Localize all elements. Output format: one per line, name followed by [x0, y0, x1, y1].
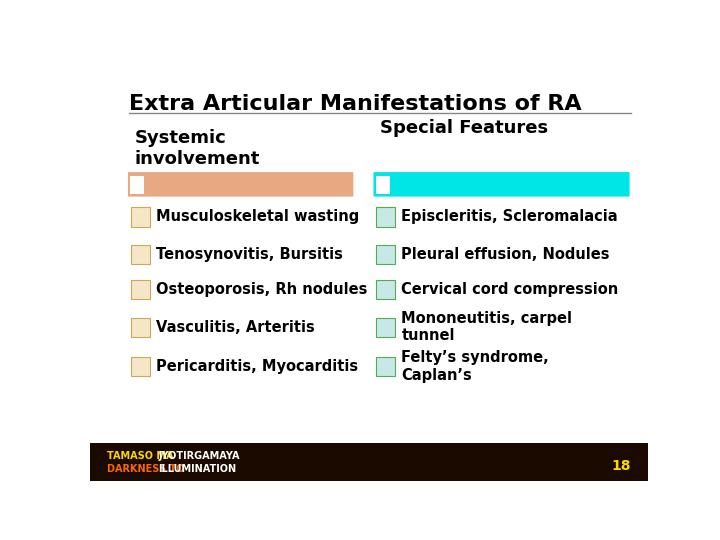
FancyBboxPatch shape	[377, 207, 395, 227]
Text: Musculoskeletal wasting: Musculoskeletal wasting	[156, 210, 359, 225]
FancyBboxPatch shape	[376, 176, 390, 194]
Text: Mononeutitis, carpel
tunnel: Mononeutitis, carpel tunnel	[401, 311, 572, 343]
Text: Cervical cord compression: Cervical cord compression	[401, 282, 618, 297]
FancyBboxPatch shape	[131, 357, 150, 376]
Text: Special Features: Special Features	[380, 119, 549, 137]
FancyBboxPatch shape	[90, 443, 648, 481]
Text: Osteoporosis, Rh nodules: Osteoporosis, Rh nodules	[156, 282, 367, 297]
Text: Episcleritis, Scleromalacia: Episcleritis, Scleromalacia	[401, 210, 618, 225]
FancyBboxPatch shape	[131, 318, 150, 337]
FancyBboxPatch shape	[377, 245, 395, 264]
FancyBboxPatch shape	[377, 357, 395, 376]
FancyBboxPatch shape	[131, 280, 150, 299]
FancyBboxPatch shape	[130, 176, 143, 194]
FancyBboxPatch shape	[374, 172, 629, 197]
Text: ILLUMINATION: ILLUMINATION	[158, 464, 236, 474]
Text: 18: 18	[612, 459, 631, 473]
FancyBboxPatch shape	[131, 207, 150, 227]
FancyBboxPatch shape	[128, 172, 354, 197]
Text: Pleural effusion, Nodules: Pleural effusion, Nodules	[401, 247, 610, 262]
Text: Tenosynovitis, Bursitis: Tenosynovitis, Bursitis	[156, 247, 343, 262]
Text: DARKNESS TO: DARKNESS TO	[107, 464, 184, 474]
Text: TAMASO MA: TAMASO MA	[107, 451, 174, 461]
Text: Pericarditis, Myocarditis: Pericarditis, Myocarditis	[156, 359, 358, 374]
Text: JYOTIRGAMAYA: JYOTIRGAMAYA	[158, 451, 240, 461]
FancyBboxPatch shape	[377, 280, 395, 299]
FancyBboxPatch shape	[131, 245, 150, 264]
Text: Extra Articular Manifestations of RA: Extra Articular Manifestations of RA	[129, 94, 582, 114]
Text: Systemic
involvement: Systemic involvement	[135, 129, 260, 168]
Text: Felty’s syndrome,
Caplan’s: Felty’s syndrome, Caplan’s	[401, 350, 549, 383]
Text: Vasculitis, Arteritis: Vasculitis, Arteritis	[156, 320, 315, 335]
FancyBboxPatch shape	[377, 318, 395, 337]
